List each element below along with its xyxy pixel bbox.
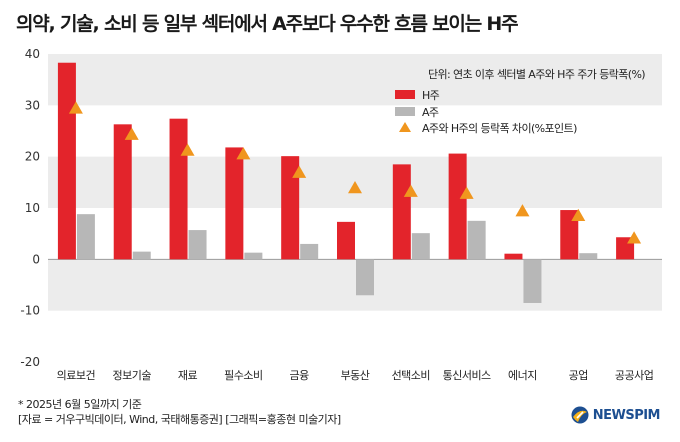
diff-marker: [292, 165, 307, 178]
unit-label: 단위: 연초 이후 섹터별 A주와 H주 주가 등락폭(%): [428, 68, 645, 81]
x-category-label: 에너지: [508, 369, 537, 382]
x-category-label: 필수소비: [224, 369, 262, 382]
y-tick-label: -20: [20, 355, 40, 369]
diff-marker: [515, 204, 530, 217]
bar-a-share: [188, 230, 207, 260]
x-category-label: 부동산: [341, 369, 370, 382]
y-tick-label: 20: [25, 150, 40, 164]
band--10-0: [48, 259, 662, 311]
diff-marker: [571, 208, 586, 221]
bar-h-share: [113, 124, 132, 260]
logo-text: NEWSPIM: [592, 407, 661, 423]
diff-marker: [124, 127, 139, 140]
legend-swatch-a-share: [395, 107, 415, 116]
x-category-label: 의료보건: [57, 369, 95, 382]
x-category-label: 선택소비: [392, 369, 430, 382]
bar-a-share: [244, 252, 263, 260]
bar-h-share: [57, 62, 76, 260]
band-30-40: [48, 54, 662, 106]
bar-a-share: [411, 233, 430, 260]
diff-marker: [180, 143, 195, 156]
legend-label-diff: A주와 H주의 등락폭 차이(%포인트): [422, 122, 577, 135]
bar-a-share: [300, 243, 319, 260]
bar-a-share: [523, 259, 542, 303]
bar-a-share: [76, 214, 95, 260]
bar-h-share: [392, 164, 411, 260]
bar-h-share: [560, 210, 579, 260]
bar-h-share: [281, 156, 300, 260]
legend-marker-diff: [399, 122, 411, 132]
diff-marker: [348, 180, 362, 194]
x-category-label: 공공사업: [615, 369, 653, 382]
x-category-label: 재료: [178, 369, 198, 382]
legend-label-h-share: H주: [422, 89, 440, 102]
y-tick-label: -10: [20, 304, 40, 318]
x-category-label: 금융: [290, 369, 310, 382]
bar-a-share: [467, 220, 486, 260]
diff-marker: [403, 184, 418, 197]
bar-a-share: [132, 251, 151, 260]
newspim-logo: NEWSPIM: [571, 406, 661, 424]
bar-h-share: [225, 147, 244, 260]
diff-marker: [68, 101, 83, 114]
newspim-logo-icon: [571, 406, 589, 424]
bar-h-share: [337, 221, 355, 260]
source-note: [자료 = 거우구빅데이터, Wind, 국태해통증권] [그래픽=홍종현 미술…: [18, 413, 341, 426]
diff-marker: [236, 147, 251, 160]
x-category-label: 통신서비스: [443, 369, 491, 382]
chart-title: 의약, 기술, 소비 등 일부 섹터에서 A주보다 우수한 흐름 보이는 H주: [16, 13, 519, 35]
legend-swatch-h-share: [395, 90, 415, 99]
bar-h-share: [169, 118, 188, 260]
diff-marker: [627, 231, 642, 244]
legend-label-a-share: A주: [422, 106, 439, 119]
bar-a-share: [356, 259, 374, 296]
diff-marker: [459, 186, 474, 199]
x-category-label: 공업: [569, 369, 588, 382]
bar-h-share: [448, 153, 467, 260]
bar-a-share: [579, 253, 598, 260]
y-tick-label: 0: [32, 252, 40, 266]
y-tick-label: 30: [25, 98, 40, 112]
y-tick-label: 10: [25, 201, 40, 215]
x-category-label: 정보기술: [112, 369, 151, 382]
date-note: * 2025년 6월 5일까지 기준: [18, 398, 142, 411]
bar-h-share: [504, 253, 523, 260]
y-tick-label: 40: [25, 47, 40, 61]
